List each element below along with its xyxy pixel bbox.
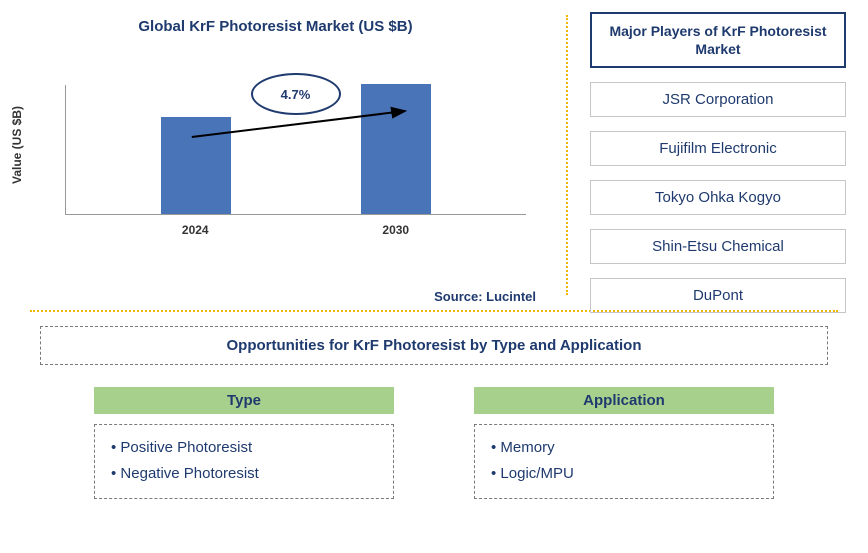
chart-title: Global KrF Photoresist Market (US $B) [5,18,546,35]
list-item-label: Logic/MPU [500,465,573,482]
player-item: Tokyo Ohka Kogyo [590,180,846,215]
bar-2030-rect [361,84,431,214]
list-item: • Memory [491,435,757,461]
col-head-application: Application [474,387,774,414]
opportunities-panel: Opportunities for KrF Photoresist by Typ… [0,312,868,499]
bar-2024-rect [161,117,231,215]
list-item: • Negative Photoresist [111,461,377,487]
player-item: Fujifilm Electronic [590,131,846,166]
list-item-label: Memory [500,439,554,456]
chart-area: Value (US $B) 4.7% 2024 [65,55,526,235]
opps-col-application: Application • Memory • Logic/MPU [474,387,774,499]
player-item: Shin-Etsu Chemical [590,229,846,264]
players-header: Major Players of KrF Photoresist Market [590,12,846,68]
list-item: • Positive Photoresist [111,435,377,461]
opportunities-header: Opportunities for KrF Photoresist by Typ… [40,326,828,365]
list-item-label: Positive Photoresist [120,439,252,456]
bar-2024 [156,117,236,215]
col-head-type: Type [94,387,394,414]
y-axis-label: Value (US $B) [10,106,24,184]
list-item: • Logic/MPU [491,461,757,487]
chart-panel: Global KrF Photoresist Market (US $B) Va… [0,0,566,310]
x-label-0: 2024 [155,223,235,237]
source-label: Source: Lucintel [434,289,536,304]
player-item: JSR Corporation [590,82,846,117]
list-item-label: Negative Photoresist [120,465,258,482]
players-panel: Major Players of KrF Photoresist Market … [568,0,868,310]
x-axis-labels: 2024 2030 [65,223,526,237]
col-body-type: • Positive Photoresist • Negative Photor… [94,424,394,499]
col-body-application: • Memory • Logic/MPU [474,424,774,499]
top-row: Global KrF Photoresist Market (US $B) Va… [0,0,868,310]
opps-col-type: Type • Positive Photoresist • Negative P… [94,387,394,499]
player-item: DuPont [590,278,846,313]
bar-2030 [356,84,436,214]
growth-callout: 4.7% [251,73,341,115]
x-label-1: 2030 [356,223,436,237]
opportunities-columns: Type • Positive Photoresist • Negative P… [40,387,828,499]
